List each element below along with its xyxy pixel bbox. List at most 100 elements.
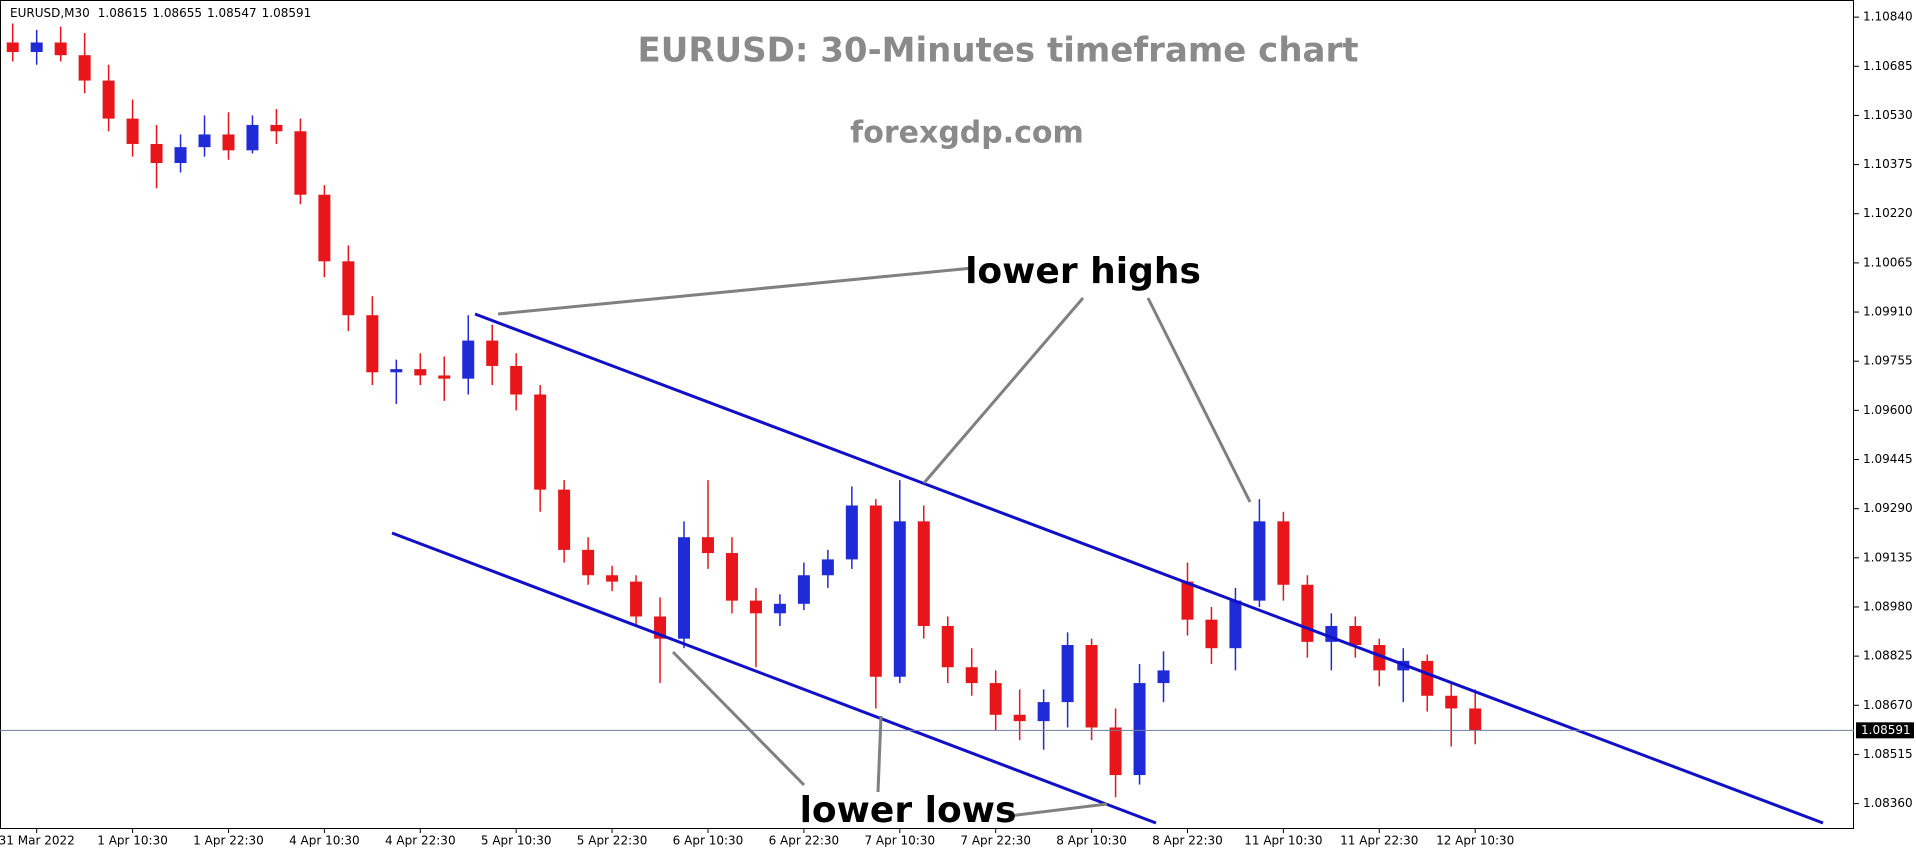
plot-frame [0, 0, 1854, 829]
annotation: lower highs [965, 251, 1201, 292]
candle-body [342, 261, 355, 316]
y-tick-label: 1.10685 [1863, 59, 1913, 73]
candle-body [294, 131, 307, 195]
y-tick-label: 1.10840 [1863, 10, 1913, 24]
candle-body [1229, 600, 1242, 649]
header: EURUSD,M30 1.08615 1.08655 1.08547 1.08591 [10, 6, 311, 20]
y-tick-label: 1.09755 [1863, 354, 1913, 368]
candle-body [1013, 714, 1026, 722]
y-tick-label: 1.10375 [1863, 157, 1913, 171]
pointer [922, 297, 1085, 484]
candle-body [917, 521, 930, 626]
x-tick-label: 4 Apr 22:30 [385, 834, 456, 848]
candle-body [1061, 645, 1074, 703]
x-tick-label: 6 Apr 22:30 [769, 834, 840, 848]
y-tick-label: 1.10530 [1863, 108, 1913, 122]
y-tick-label: 1.10065 [1863, 255, 1913, 269]
candle-body [797, 575, 810, 604]
x-tick-label: 5 Apr 10:30 [481, 834, 552, 848]
annotation: lower lows [800, 790, 1017, 831]
y-tick-label: 1.09135 [1863, 550, 1913, 564]
candle-body [54, 42, 67, 56]
candle-body [678, 537, 691, 639]
pointer [876, 715, 883, 793]
candle-body [1133, 683, 1146, 776]
lower-trendline [391, 531, 1157, 825]
y-tick-label: 1.08360 [1863, 796, 1913, 810]
candle-body [1301, 584, 1314, 642]
candle-body [414, 369, 427, 376]
candle-body [198, 134, 211, 148]
pointer [671, 650, 806, 787]
candle-body [6, 42, 19, 53]
x-tick-label: 1 Apr 22:30 [193, 834, 264, 848]
candle-body [246, 124, 259, 151]
symbol: EURUSD,M30 [10, 6, 90, 20]
candle-body [845, 505, 858, 560]
candle-body [1181, 581, 1194, 620]
x-tick-label: 7 Apr 10:30 [864, 834, 935, 848]
candle-body [126, 118, 139, 144]
x-tick-label: 11 Apr 10:30 [1244, 834, 1322, 848]
candle-body [1205, 619, 1218, 649]
candle-body [78, 55, 91, 81]
candle-body [510, 365, 523, 395]
header-high: 1.08655 [152, 6, 202, 20]
candle-body [30, 42, 43, 53]
y-tick-label: 1.08515 [1863, 747, 1913, 761]
candle-body [725, 553, 738, 601]
x-tick-label: 5 Apr 22:30 [577, 834, 648, 848]
last-price-box [1856, 722, 1914, 739]
candle-body [582, 549, 595, 576]
x-tick-label: 8 Apr 10:30 [1056, 834, 1127, 848]
candle-body [965, 667, 978, 684]
y-tick-label: 1.09445 [1863, 452, 1913, 466]
y-tick-label: 1.09290 [1863, 501, 1913, 515]
x-tick-label: 11 Apr 22:30 [1340, 834, 1418, 848]
candle-body [534, 394, 547, 490]
pointers [497, 266, 1252, 818]
candle-body [1253, 521, 1266, 601]
candle-body [1349, 625, 1362, 646]
candle-body [558, 489, 571, 550]
chart-subtitle: forexgdp.com [850, 116, 1084, 151]
candle-body [102, 80, 115, 119]
channel [391, 312, 1824, 825]
candle-body [486, 340, 499, 366]
candle-body [821, 559, 834, 576]
x-tick-label: 6 Apr 10:30 [673, 834, 744, 848]
x-tick-label: 12 Apr 10:30 [1436, 834, 1514, 848]
upper-trendline [474, 312, 1824, 825]
candle-body [222, 134, 235, 151]
candle-body [1109, 727, 1122, 776]
candle-body [150, 143, 163, 163]
candle-body [606, 575, 619, 582]
candle-body [701, 537, 714, 554]
candle-body [1277, 521, 1290, 585]
x-tick-label: 1 Apr 10:30 [97, 834, 168, 848]
candle-body [438, 375, 451, 379]
candle-body [869, 505, 882, 677]
candle-body [941, 625, 954, 668]
y-tick-label: 1.10220 [1863, 206, 1913, 220]
candle-body [174, 147, 187, 163]
header-close: 1.08591 [262, 6, 312, 20]
y-tick-label: 1.09600 [1863, 403, 1913, 417]
candle-body [1421, 660, 1434, 696]
candle-body [1445, 695, 1458, 709]
x-tick-label: 7 Apr 22:30 [960, 834, 1031, 848]
pointer [1146, 297, 1252, 503]
last-price-label: 1.08591 [1861, 723, 1911, 737]
candle-body [749, 600, 762, 614]
candle-body [1157, 670, 1170, 684]
candle-body [1085, 645, 1098, 728]
candle-body [270, 124, 283, 132]
candle-body [989, 683, 1002, 715]
candle-body [318, 194, 331, 262]
x-tick-label: 8 Apr 22:30 [1152, 834, 1223, 848]
candle-body [1469, 708, 1482, 731]
candle-body [1037, 702, 1050, 722]
candle-body [1373, 645, 1386, 671]
y-tick-label: 1.08980 [1863, 599, 1913, 613]
